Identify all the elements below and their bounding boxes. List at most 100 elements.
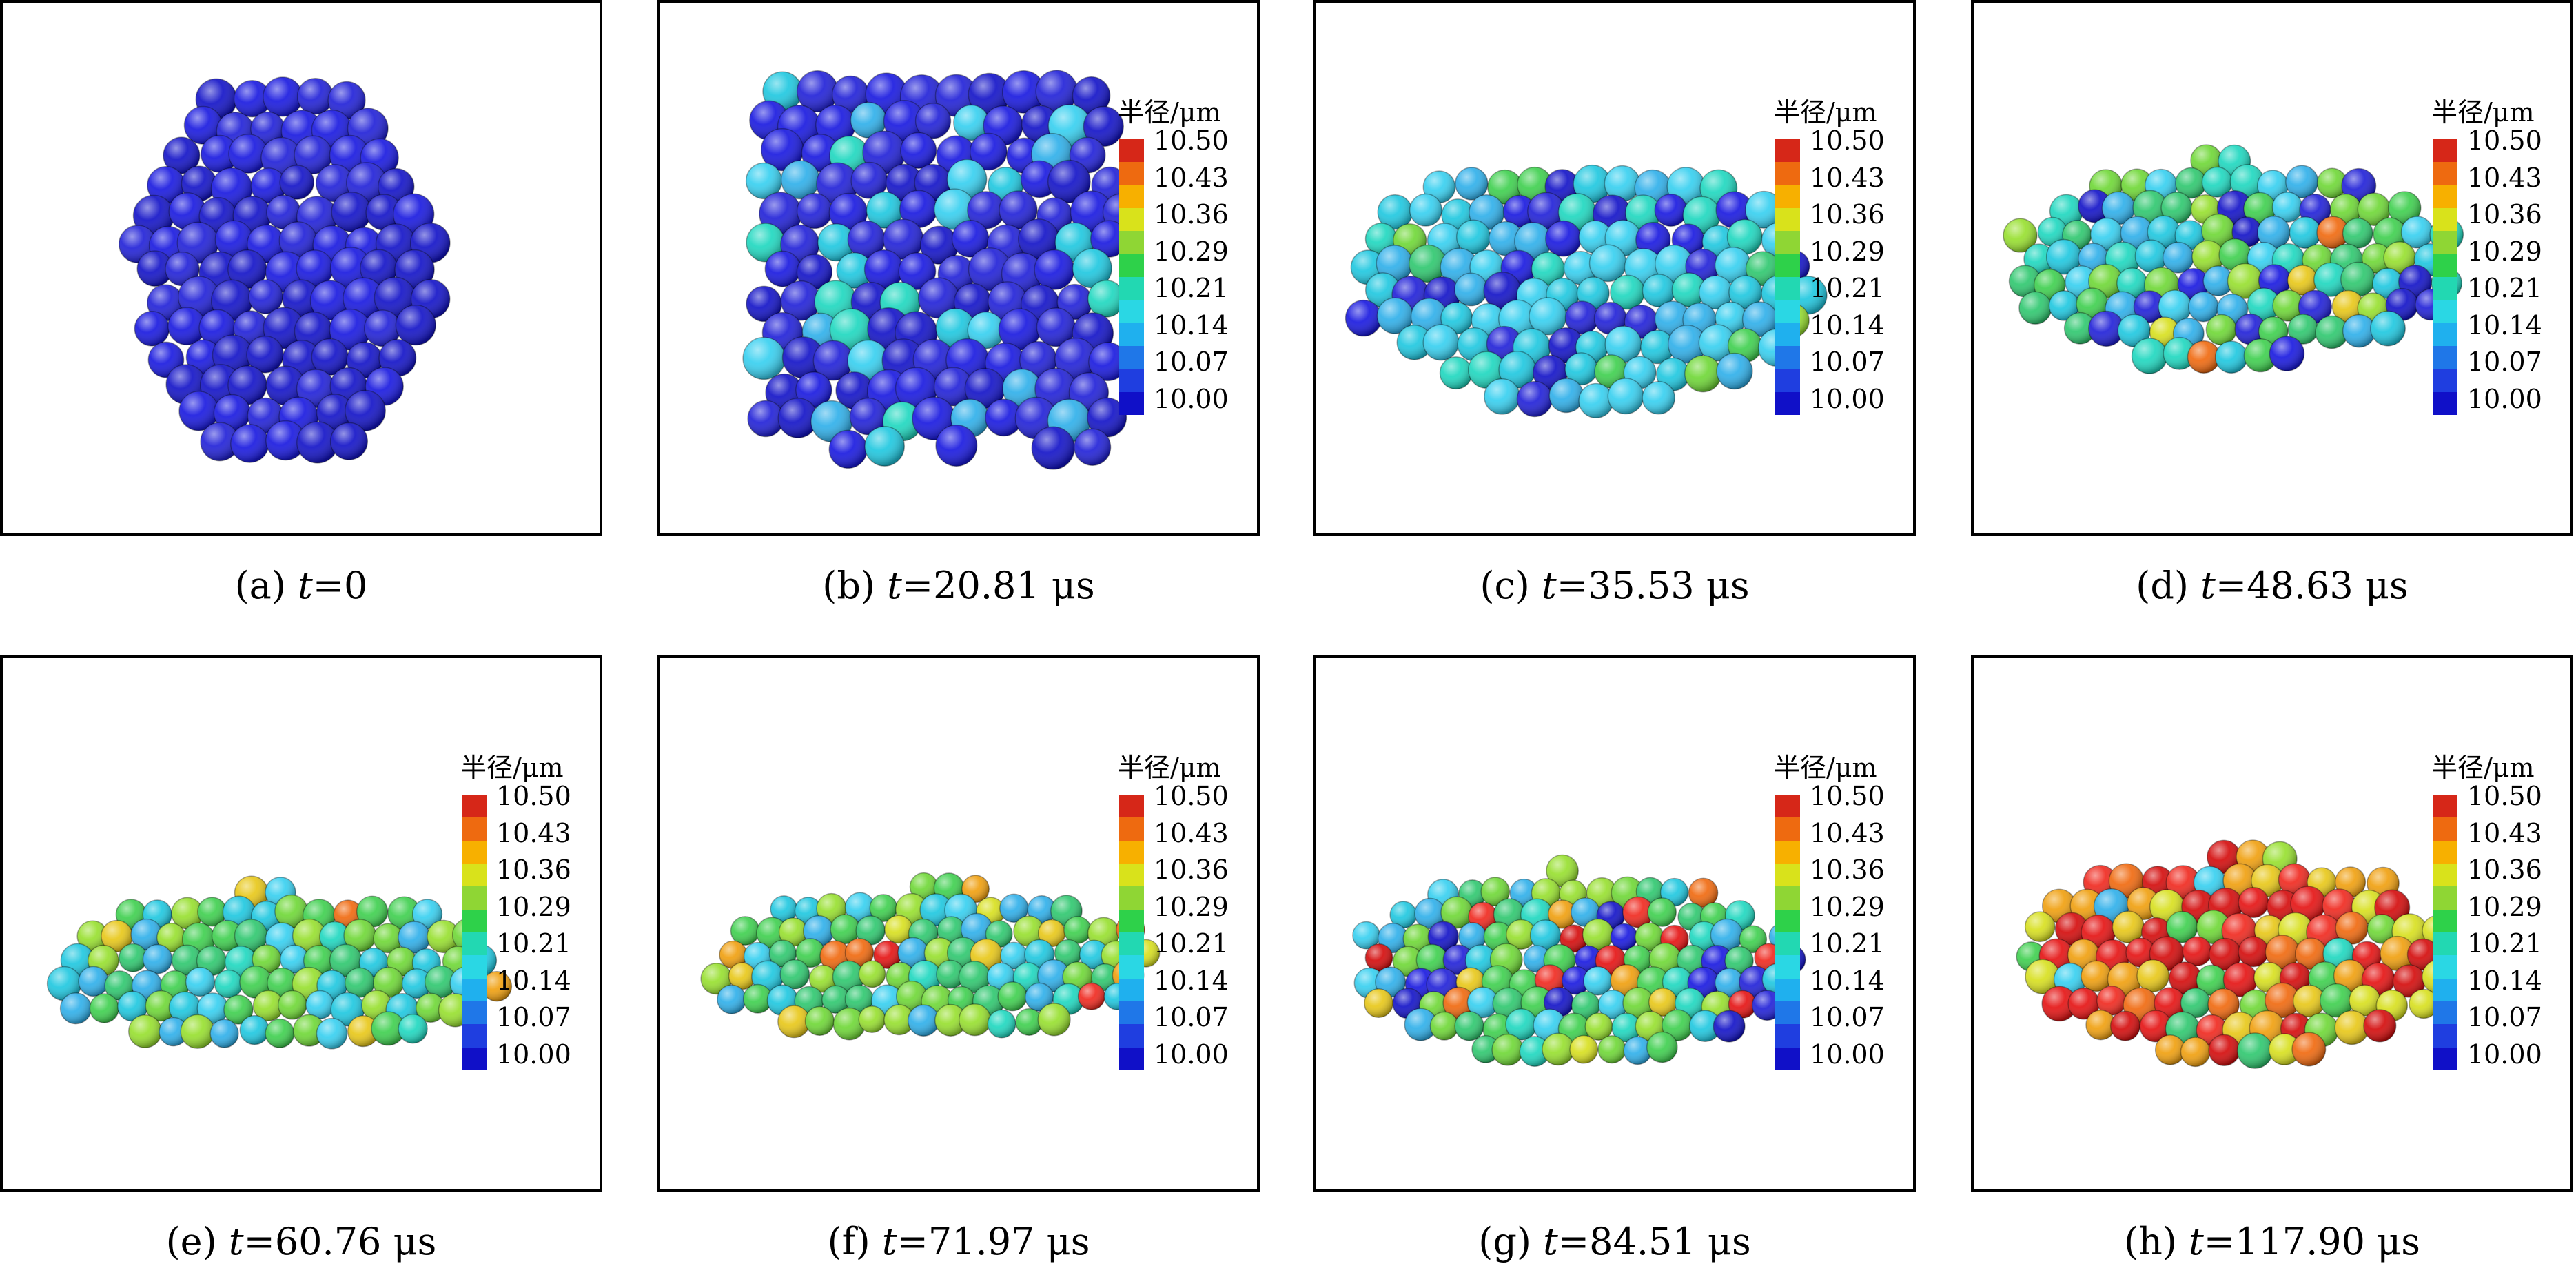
colorbar-tick-label: 10.36 xyxy=(1154,199,1229,229)
colorbar-tick-label: 10.00 xyxy=(1154,1039,1229,1070)
colorbar-segment xyxy=(1119,840,1144,864)
radius-colorbar: 半径/μm 10.50 10.43 10.36 10.29 10.21 10.14 10.07… xyxy=(1118,91,1249,449)
particle-shading xyxy=(988,1010,1016,1038)
particle-shading xyxy=(1489,221,1523,256)
particle-shading xyxy=(1646,1032,1677,1063)
particle-shading xyxy=(1090,221,1127,258)
particle-shading xyxy=(2049,290,2079,321)
particle-shading xyxy=(1727,219,1762,255)
particle-shading xyxy=(1612,1013,1641,1042)
particle-shading xyxy=(795,938,825,968)
colorbar-tick-label: 10.14 xyxy=(1810,309,1885,340)
colorbar-tick-label: 10.00 xyxy=(1810,1039,1885,1070)
colorbar-segment xyxy=(2433,932,2457,956)
particle-shading xyxy=(2183,937,2212,966)
particle-shading xyxy=(2019,292,2052,325)
colorbar-segment xyxy=(1119,955,1144,979)
particle-shading xyxy=(883,100,925,142)
caption-value: 60.76 xyxy=(274,1220,382,1263)
particle-shading xyxy=(2116,268,2147,298)
colorbar-segment xyxy=(2433,863,2457,887)
particle-shading xyxy=(999,894,1028,923)
caption-value: 0 xyxy=(344,564,368,607)
particle-shading xyxy=(240,1015,269,1045)
particle-shading xyxy=(214,970,243,998)
particle-shading xyxy=(2358,193,2391,226)
particle-shading xyxy=(371,1012,405,1045)
particle-shading xyxy=(201,422,239,461)
particle-shading xyxy=(2289,216,2321,249)
particle-shading xyxy=(1423,171,1455,203)
particle-shading xyxy=(1520,1036,1550,1067)
colorbar-segment xyxy=(1119,139,1144,163)
colorbar-segment xyxy=(1119,391,1144,415)
particle-shading xyxy=(1575,946,1602,972)
particle-shading xyxy=(998,981,1027,1011)
colorbar-tick-label: 10.14 xyxy=(1810,965,1885,996)
particle-cluster-render xyxy=(2016,839,2457,1069)
particle-shading xyxy=(1487,170,1522,205)
colorbar-title: 半径/μm xyxy=(460,753,564,783)
particle-shading xyxy=(2401,216,2433,248)
particle-shading xyxy=(1456,220,1491,254)
subfigure-panel: 半径/μm 10.50 10.43 10.36 10.29 10.21 10.14 10.07… xyxy=(1971,655,2573,1192)
colorbar-segment xyxy=(2433,207,2457,232)
particle-shading xyxy=(761,128,804,171)
subfigure-panel: 半径/μm 10.50 10.43 10.36 10.29 10.21 10.14 10.07… xyxy=(657,655,1260,1192)
particle-shading xyxy=(47,966,81,1001)
particle-shading xyxy=(280,945,309,974)
particle-shading xyxy=(2134,291,2166,323)
particle-shading xyxy=(1573,165,1611,203)
particle-shading xyxy=(374,277,416,318)
particle-shading xyxy=(2068,988,2100,1019)
colorbar-strip xyxy=(1119,139,1144,415)
particle-shading xyxy=(2158,290,2191,323)
particle-shading xyxy=(184,106,223,145)
colorbar-segment xyxy=(462,840,487,864)
particle-shading xyxy=(1415,898,1445,929)
particle-shading xyxy=(2201,214,2236,247)
particle-shading xyxy=(959,1003,991,1036)
caption-label: (c) xyxy=(1480,564,1530,607)
particle-shading xyxy=(128,1014,162,1048)
particle-shading xyxy=(1028,895,1056,924)
colorbar-tick-label: 10.29 xyxy=(1154,236,1229,267)
colorbar-segment xyxy=(2433,162,2457,185)
particle-shading xyxy=(250,112,285,146)
colorbar-segment xyxy=(1775,207,1800,232)
particle-shading xyxy=(2203,266,2233,296)
particle-shading xyxy=(728,963,756,990)
caption-label: (f) xyxy=(827,1220,870,1263)
caption-eq: = xyxy=(243,1220,275,1263)
particle-shading xyxy=(2335,1010,2369,1045)
particle-shading xyxy=(292,919,326,952)
particle-shading xyxy=(296,249,334,287)
particle-shading xyxy=(896,981,927,1012)
particle-shading xyxy=(1454,273,1488,306)
particle-shading xyxy=(396,305,436,345)
particle-shading xyxy=(252,944,281,974)
subfigure-caption: (g) t=84.51 μs xyxy=(1313,1221,1916,1263)
colorbar-strip xyxy=(2433,139,2457,415)
particle-shading xyxy=(263,76,303,116)
particle-shading xyxy=(830,915,860,944)
colorbar-tick-label: 10.00 xyxy=(2467,1039,2542,1070)
caption-value: 84.51 xyxy=(1589,1220,1696,1263)
particle-shading xyxy=(228,365,267,405)
colorbar-tick-label: 10.50 xyxy=(496,781,571,811)
particle-shading xyxy=(310,280,350,320)
radius-colorbar: 半径/μm 10.50 10.43 10.36 10.29 10.21 10.14 10.07… xyxy=(2431,746,2562,1105)
colorbar-segment xyxy=(1775,1047,1800,1070)
particle-shading xyxy=(345,968,375,997)
particle-shading xyxy=(859,1005,886,1033)
particle-shading xyxy=(227,249,267,289)
particle-shading xyxy=(356,896,388,928)
colorbar-tick-label: 10.07 xyxy=(2467,1002,2542,1032)
particle-shading xyxy=(2227,263,2263,299)
particle-shading xyxy=(374,923,403,953)
particle-shading xyxy=(937,917,965,945)
particle-shading xyxy=(797,193,832,229)
particle-shading xyxy=(833,1008,866,1040)
particle-shading xyxy=(859,961,886,988)
particle-shading xyxy=(165,252,199,286)
